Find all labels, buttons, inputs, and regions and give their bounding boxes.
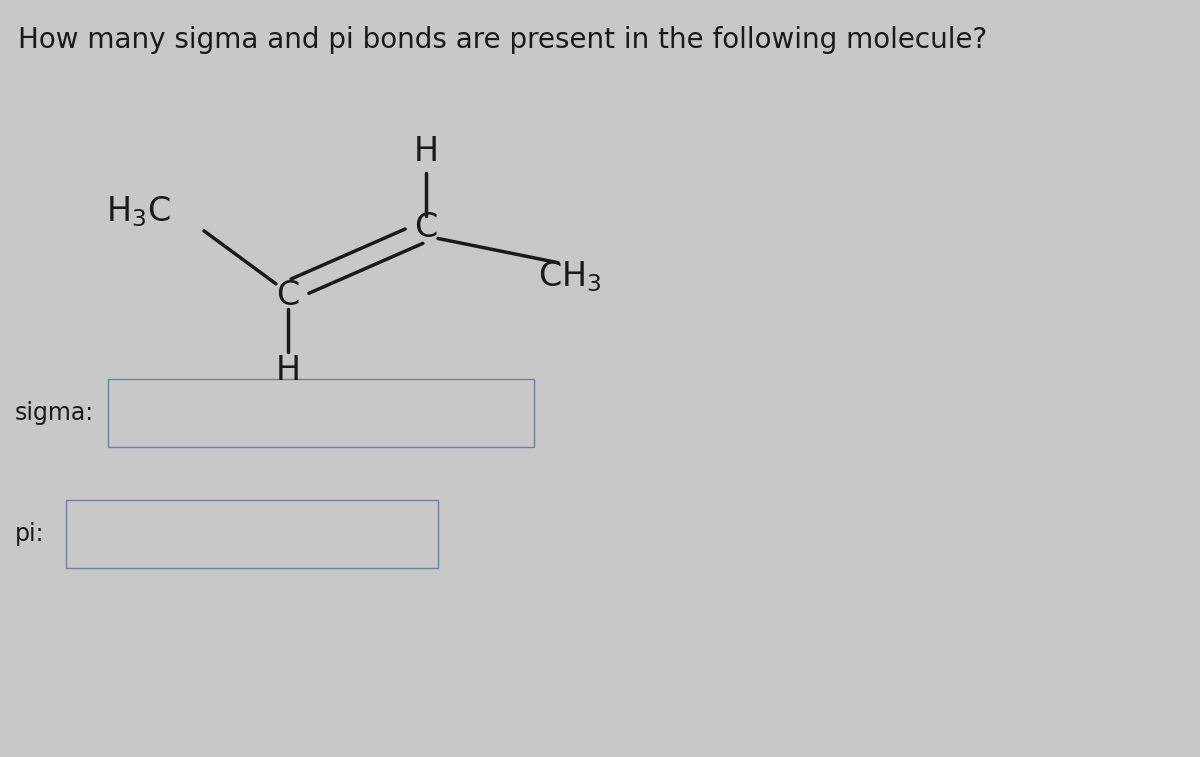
Text: pi:: pi: [14,522,44,546]
Bar [66,500,438,568]
Text: H: H [276,354,300,388]
Bar [108,378,534,447]
Text: H$_3$C: H$_3$C [106,195,170,229]
Text: H: H [414,135,438,168]
Text: How many sigma and pi bonds are present in the following molecule?: How many sigma and pi bonds are present … [18,26,988,55]
Text: C: C [414,210,438,244]
Text: C: C [276,279,300,312]
Text: sigma:: sigma: [14,400,94,425]
Text: CH$_3$: CH$_3$ [538,259,602,294]
